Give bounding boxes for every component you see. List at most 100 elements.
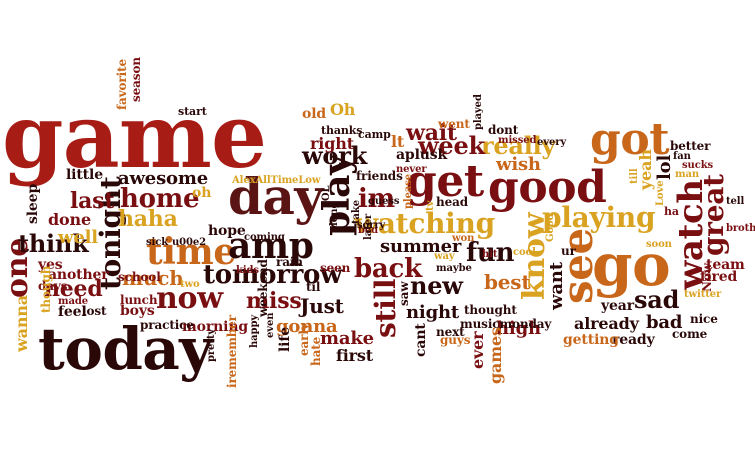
- word-another: another: [48, 267, 109, 283]
- word-man: man: [675, 169, 700, 180]
- word-little: little: [66, 167, 103, 183]
- word-best: best: [484, 270, 531, 294]
- word-tell: tell: [726, 196, 745, 207]
- word-boys: boys: [120, 303, 155, 319]
- word-still: still: [369, 278, 402, 338]
- word-thanks: thanks: [321, 124, 363, 137]
- word-sleep: sleep: [25, 183, 41, 224]
- word-iremember: iremember: [225, 315, 239, 388]
- word-though: though: [39, 265, 53, 313]
- word-coming: coming: [244, 232, 285, 243]
- word-lt: lt: [391, 132, 405, 151]
- word-really: really: [481, 131, 556, 160]
- word-yes: yes: [38, 257, 63, 273]
- word-head: head: [436, 195, 469, 209]
- word-better: better: [670, 139, 711, 153]
- word-never: never: [396, 164, 427, 175]
- word-games: games: [486, 327, 505, 384]
- word-wait: wait: [406, 120, 457, 146]
- word-great: great: [697, 174, 730, 256]
- word-day: day: [228, 167, 323, 226]
- word-dont: dont: [488, 123, 519, 137]
- word-last: last: [70, 188, 115, 214]
- word-start: start: [178, 105, 207, 118]
- word-alexalltimelow: AlexAllTimeLow: [232, 175, 321, 186]
- word-watching: watching: [354, 207, 495, 240]
- word-new: new: [410, 271, 463, 300]
- word-morning: morning: [182, 319, 249, 335]
- word-kids: kids: [236, 265, 259, 276]
- word-sucks: sucks: [682, 160, 714, 171]
- word-played: played: [473, 94, 484, 130]
- word-night: night: [406, 302, 460, 323]
- word-hate: hate: [309, 336, 323, 366]
- word-bad: bad: [646, 312, 683, 333]
- word-till: till: [629, 168, 640, 184]
- word-camp: camp: [358, 128, 391, 141]
- word-time: time: [146, 231, 236, 273]
- word-u00e2: u00e2: [172, 237, 207, 248]
- word-got: got: [590, 114, 670, 165]
- word-take: take: [351, 200, 362, 224]
- word-hope: hope: [208, 223, 246, 239]
- word-come: come: [672, 327, 708, 341]
- word-lol: lol: [654, 154, 675, 180]
- word-miss: miss: [246, 288, 302, 314]
- word-fun: fun: [466, 238, 515, 268]
- word-summer: summer: [380, 236, 462, 257]
- word-yeah: yeah: [636, 149, 655, 190]
- word-now: Now: [700, 263, 714, 292]
- word-happy: happy: [249, 314, 260, 348]
- word-home: home: [120, 184, 200, 214]
- word-practice: practice: [140, 318, 194, 332]
- word-week: week: [418, 131, 485, 160]
- word-tired: tired: [700, 269, 738, 285]
- word-fan: fan: [673, 151, 691, 162]
- word-well: well: [58, 227, 98, 248]
- word-high: high: [496, 318, 541, 339]
- word-life: life: [277, 326, 293, 352]
- word-awesome: awesome: [118, 168, 208, 189]
- word-need: need: [44, 276, 103, 302]
- word-much: much: [122, 266, 184, 290]
- word-friends: friends: [356, 169, 403, 183]
- word-ever: ever: [468, 331, 487, 369]
- word-go: go: [592, 231, 671, 299]
- word-hit: hit: [482, 249, 498, 260]
- word-cant: cant: [413, 323, 429, 357]
- word-good: good: [488, 162, 607, 213]
- word-tv: tv: [425, 200, 436, 211]
- word-cool: cool: [513, 247, 536, 258]
- word-ha: ha: [664, 205, 679, 218]
- word-ur: ur: [561, 244, 576, 258]
- word-ready: ready: [612, 332, 655, 348]
- word-oh: Oh: [330, 100, 356, 119]
- word-wish: wish: [496, 154, 541, 175]
- word-playing: playing: [542, 201, 656, 234]
- word-good: Good: [545, 213, 556, 242]
- word-tomorrow: tomorrow: [203, 260, 343, 290]
- word-make: make: [320, 328, 374, 349]
- word-right: right: [310, 134, 354, 153]
- word-year: year: [601, 298, 634, 314]
- word-saw: saw: [397, 281, 411, 306]
- word-guys: guys: [440, 333, 471, 347]
- word-til: til: [306, 280, 321, 294]
- word-gonna: gonna: [276, 316, 338, 337]
- word-done: done: [48, 210, 92, 229]
- word-work: work: [302, 141, 367, 170]
- word-bed: bed: [358, 225, 379, 236]
- word-next: next: [436, 325, 465, 339]
- word-every: every: [537, 137, 567, 148]
- word-long: long: [329, 201, 340, 226]
- word-lunch: lunch: [120, 293, 158, 307]
- word-sick: sick: [146, 237, 169, 248]
- word-sorry: sorry: [357, 220, 386, 231]
- word-two: two: [180, 279, 200, 290]
- word-missed: missed: [498, 135, 537, 146]
- word-please: please: [403, 173, 414, 209]
- word-game: game: [2, 84, 267, 188]
- word-thought: thought: [464, 303, 517, 317]
- word-days: days: [38, 279, 68, 293]
- word-won: won: [452, 233, 475, 244]
